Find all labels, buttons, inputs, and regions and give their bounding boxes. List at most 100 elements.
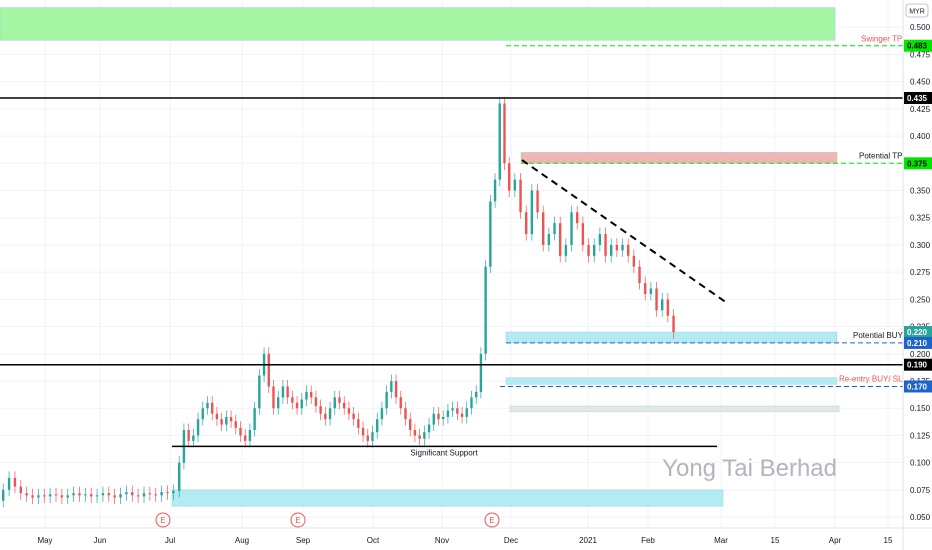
x-tick-label: Jun bbox=[94, 536, 107, 545]
candle bbox=[446, 410, 450, 417]
y-tick-label: 0.150 bbox=[910, 404, 931, 413]
price-axis bbox=[903, 0, 932, 550]
candle bbox=[324, 413, 327, 420]
base-zone bbox=[171, 489, 724, 507]
candle bbox=[661, 299, 664, 311]
candle bbox=[220, 419, 223, 425]
x-tick-label: Aug bbox=[235, 536, 249, 545]
y-tick-label: 0.450 bbox=[910, 78, 931, 87]
price-tag bbox=[904, 91, 932, 104]
candle bbox=[536, 190, 539, 213]
candle bbox=[338, 397, 341, 403]
candle bbox=[78, 493, 81, 496]
price-tag-label: 0.210 bbox=[907, 339, 928, 348]
candle bbox=[277, 397, 280, 409]
candle bbox=[72, 493, 75, 496]
candle bbox=[604, 234, 607, 256]
price-tag bbox=[904, 39, 932, 52]
x-tick-label: 15 bbox=[884, 536, 893, 545]
annotation-label: Potential BUY bbox=[853, 331, 903, 340]
candle bbox=[380, 408, 384, 420]
candle bbox=[154, 494, 157, 496]
price-tag-label: 0.190 bbox=[907, 361, 928, 370]
candle bbox=[258, 375, 261, 409]
candle bbox=[90, 494, 93, 497]
price-tag-label: 0.375 bbox=[907, 159, 928, 168]
price-tag bbox=[904, 157, 932, 170]
trendline bbox=[521, 159, 726, 303]
candle bbox=[2, 489, 5, 501]
candle bbox=[498, 103, 501, 180]
y-tick-label: 0.400 bbox=[910, 132, 931, 141]
x-tick-label: Feb bbox=[641, 536, 655, 545]
candle bbox=[253, 408, 256, 431]
candle bbox=[43, 495, 46, 497]
candle bbox=[25, 493, 28, 496]
candle bbox=[570, 212, 573, 245]
y-tick-label: 0.075 bbox=[910, 486, 931, 495]
candle bbox=[281, 386, 285, 398]
earnings-icon bbox=[155, 512, 171, 528]
candle bbox=[519, 179, 522, 213]
candle bbox=[576, 212, 579, 224]
candle bbox=[95, 495, 99, 497]
currency-label: MYR bbox=[909, 9, 925, 16]
candle bbox=[493, 179, 497, 202]
price-tag bbox=[904, 358, 932, 371]
candle bbox=[593, 244, 596, 256]
y-tick-label: 0.350 bbox=[910, 187, 931, 196]
candle bbox=[621, 244, 624, 251]
candle bbox=[547, 234, 551, 245]
candle bbox=[638, 266, 641, 284]
candle bbox=[54, 494, 58, 496]
candle bbox=[357, 419, 360, 428]
candle bbox=[172, 490, 175, 494]
candle bbox=[649, 288, 653, 294]
earnings-label: E bbox=[160, 516, 165, 525]
y-tick-label: 0.325 bbox=[910, 214, 931, 223]
candle bbox=[310, 391, 313, 398]
candle bbox=[328, 408, 332, 420]
watermark-text: Yong Tai Berhad bbox=[662, 455, 837, 482]
x-tick-label: Mar bbox=[714, 536, 728, 545]
x-tick-label: Apr bbox=[829, 536, 842, 545]
candle bbox=[598, 234, 602, 245]
candle bbox=[211, 402, 214, 414]
y-tick-label: 0.300 bbox=[910, 241, 931, 250]
candle bbox=[559, 223, 562, 256]
candle bbox=[394, 381, 398, 398]
candle bbox=[37, 495, 40, 498]
candle bbox=[234, 421, 237, 428]
candle bbox=[267, 353, 270, 387]
candle bbox=[286, 386, 289, 398]
candle bbox=[136, 495, 140, 497]
x-tick-label: Dec bbox=[504, 536, 518, 545]
y-tick-label: 0.425 bbox=[910, 105, 931, 114]
candle bbox=[131, 492, 134, 496]
candle bbox=[113, 495, 116, 498]
candle bbox=[272, 386, 275, 409]
annotation-label: Potential TP bbox=[859, 151, 902, 160]
candle bbox=[66, 495, 69, 498]
y-tick-label: 0.200 bbox=[910, 350, 931, 359]
candle bbox=[385, 391, 388, 409]
candle bbox=[148, 493, 152, 495]
candle bbox=[581, 223, 585, 245]
candle bbox=[437, 413, 440, 420]
candle bbox=[291, 397, 294, 403]
candle bbox=[503, 103, 506, 164]
candle bbox=[13, 477, 17, 487]
candle bbox=[166, 492, 169, 494]
candle bbox=[542, 212, 545, 245]
candle bbox=[587, 244, 590, 256]
candle bbox=[418, 435, 421, 439]
candle bbox=[178, 462, 181, 491]
candle bbox=[423, 432, 426, 439]
swinger-tp-zone bbox=[0, 7, 836, 41]
annotation-label: Re-entry BUY/ SL bbox=[839, 374, 903, 383]
candle bbox=[399, 397, 402, 409]
candle bbox=[371, 432, 374, 441]
price-tag-label: 0.435 bbox=[907, 94, 928, 103]
